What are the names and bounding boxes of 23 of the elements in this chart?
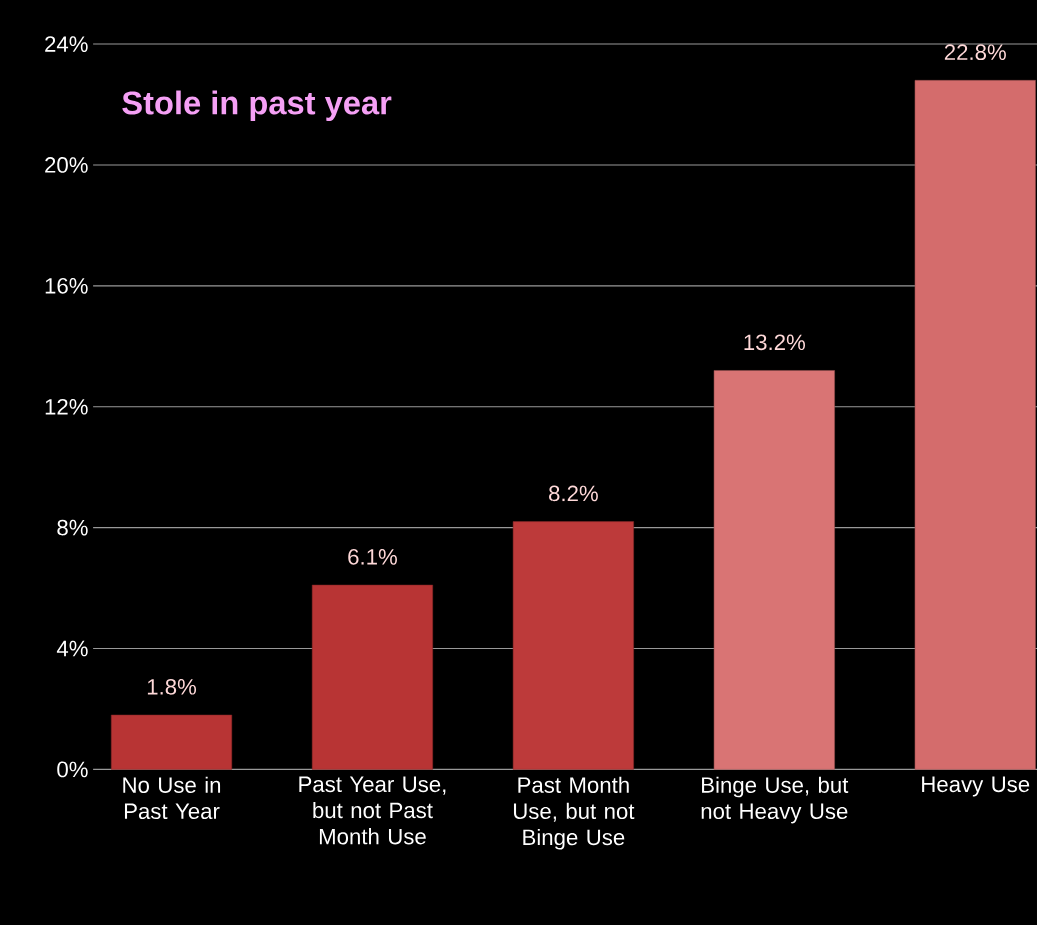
- x-tick-label: Heavy Use: [922, 776, 1030, 797]
- y-tick-label: 20%: [45, 157, 88, 173]
- x-tick-label: Binge Use, but not Heavy Use: [701, 776, 849, 824]
- data-label: 13.2%: [744, 334, 806, 351]
- x-tick-label: No Use in Past Year: [123, 776, 221, 819]
- y-tick-label: 24%: [45, 36, 88, 52]
- y-tick-label: 12%: [45, 398, 88, 415]
- data-label: 6.1%: [348, 548, 397, 565]
- bar: [110, 714, 233, 770]
- data-label: 22.8%: [944, 44, 1006, 60]
- x-tick-label: Past Month Use, but not Binge Use: [513, 776, 635, 850]
- bar: [713, 370, 835, 770]
- data-label: 8.2%: [549, 485, 598, 502]
- y-tick-label: 16%: [45, 277, 88, 294]
- bar: [512, 521, 634, 770]
- bar: [311, 584, 433, 770]
- y-tick-label: 8%: [57, 519, 88, 536]
- bar: [914, 79, 1036, 770]
- data-label: 1.8%: [147, 678, 197, 695]
- text: Stole in past year: [122, 90, 392, 121]
- y-tick-label: 4%: [56, 640, 88, 657]
- y-tick-label: 0%: [57, 761, 88, 778]
- x-tick-label: Past Year Use, but not Past Month Use: [299, 776, 446, 845]
